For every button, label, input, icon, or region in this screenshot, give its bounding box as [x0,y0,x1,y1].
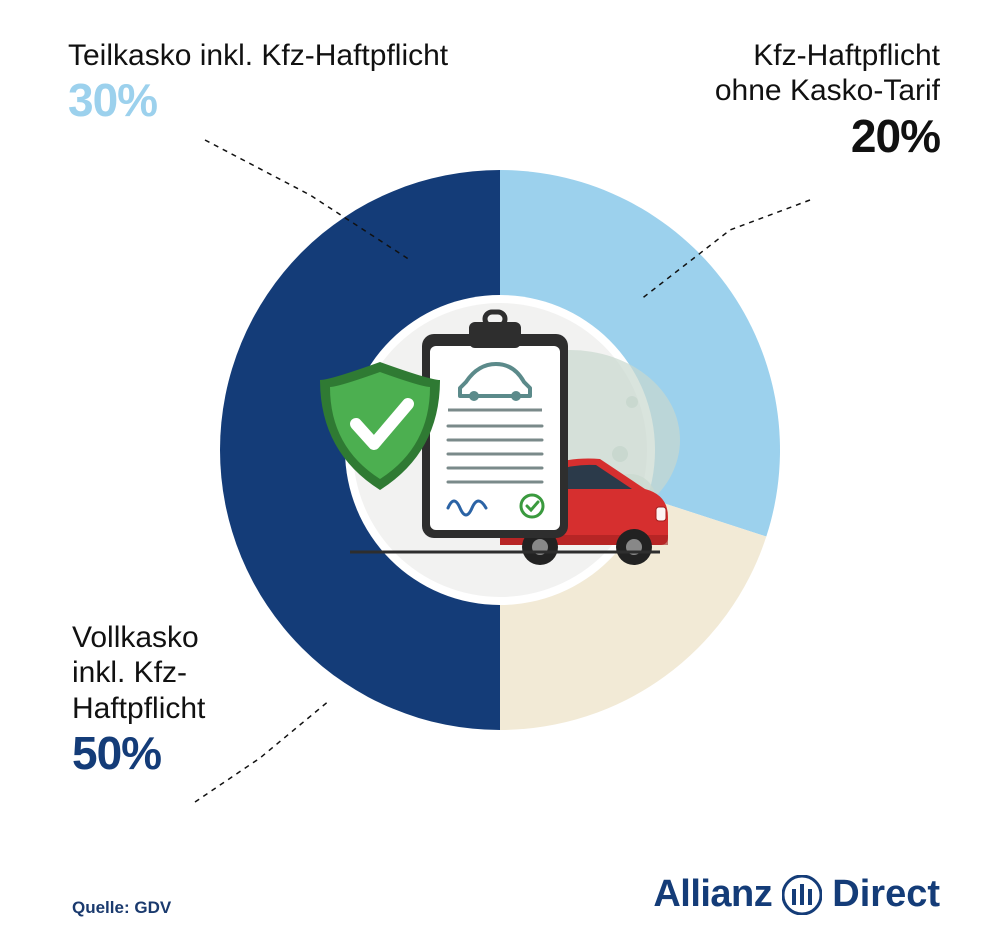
allianz-bars-icon [782,875,822,915]
label-vollkasko-line3: Haftpflicht [72,691,205,726]
source-text: Quelle: GDV [72,898,171,918]
label-vollkasko-line1: Vollkasko [72,620,205,655]
label-haftpflicht-line2: ohne Kasko-Tarif [715,73,940,108]
label-vollkasko-pct: 50% [72,726,205,780]
brand-logo: Allianz Direct [653,873,940,916]
label-vollkasko: Vollkasko inkl. Kfz- Haftpflicht 50% [72,620,205,780]
label-teilkasko: Teilkasko inkl. Kfz-Haftpflicht 30% [68,38,448,128]
brand-direct: Direct [832,873,940,916]
label-haftpflicht-pct: 20% [715,109,940,163]
label-teilkasko-pct: 30% [68,73,448,127]
brand-name: Allianz [653,873,772,916]
label-vollkasko-line2: inkl. Kfz- [72,655,205,690]
label-haftpflicht: Kfz-Haftpflicht ohne Kasko-Tarif 20% [715,38,940,163]
label-teilkasko-text: Teilkasko inkl. Kfz-Haftpflicht [68,38,448,73]
label-haftpflicht-line1: Kfz-Haftpflicht [715,38,940,73]
